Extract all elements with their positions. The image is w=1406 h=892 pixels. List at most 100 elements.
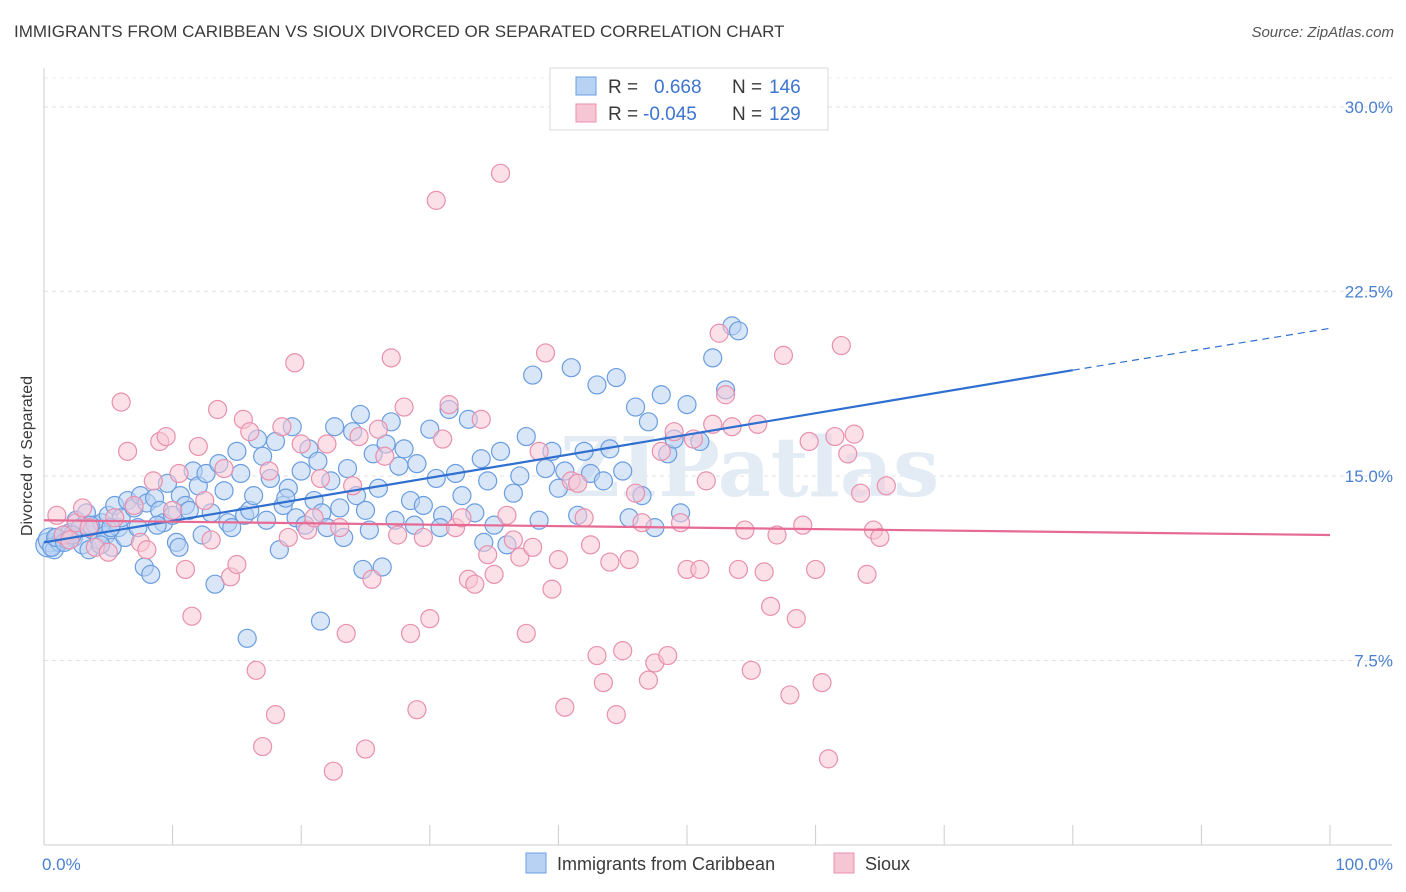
data-point bbox=[355, 500, 376, 520]
data-point bbox=[439, 395, 459, 415]
data-point bbox=[355, 739, 376, 759]
data-point bbox=[703, 348, 723, 368]
data-point bbox=[285, 353, 305, 373]
legend-n-label: N = bbox=[732, 77, 762, 98]
data-point bbox=[111, 392, 131, 412]
data-point bbox=[568, 473, 588, 493]
legend-r-value: -0.045 bbox=[643, 104, 697, 125]
trend-line bbox=[43, 369, 1073, 544]
data-point bbox=[838, 444, 858, 464]
data-point bbox=[715, 385, 736, 405]
data-point bbox=[291, 434, 311, 454]
data-point bbox=[362, 569, 382, 589]
data-point bbox=[465, 574, 485, 594]
data-point bbox=[780, 685, 800, 705]
legend-swatch-caribbean bbox=[575, 76, 597, 96]
data-point bbox=[169, 537, 189, 557]
data-point bbox=[728, 321, 749, 341]
data-point bbox=[542, 579, 562, 599]
chart-title: IMMIGRANTS FROM CARIBBEAN VS SIOUX DIVOR… bbox=[14, 22, 785, 41]
data-point bbox=[670, 513, 691, 533]
data-point bbox=[79, 518, 99, 538]
grid-lines bbox=[44, 77, 1392, 661]
y-tick-label: 7.5% bbox=[1354, 651, 1393, 670]
chart-source: Source: ZipAtlas.com bbox=[1251, 24, 1394, 41]
data-point bbox=[510, 466, 530, 486]
data-point bbox=[600, 552, 620, 572]
series-sioux bbox=[47, 163, 896, 781]
data-point bbox=[336, 623, 356, 644]
data-point bbox=[574, 508, 594, 528]
data-point bbox=[188, 436, 208, 457]
data-point bbox=[677, 395, 697, 415]
data-point bbox=[548, 550, 569, 570]
data-point bbox=[156, 426, 176, 447]
data-point bbox=[330, 518, 350, 538]
data-point bbox=[388, 525, 408, 545]
data-point bbox=[195, 490, 215, 511]
data-point bbox=[632, 513, 652, 533]
data-point bbox=[227, 554, 247, 575]
data-point bbox=[471, 449, 491, 469]
data-point bbox=[529, 510, 549, 530]
data-point bbox=[182, 606, 202, 626]
y-axis-label: Divorced or Separated bbox=[19, 376, 36, 536]
data-point bbox=[478, 471, 498, 491]
data-point bbox=[246, 660, 266, 680]
data-point bbox=[231, 463, 251, 484]
data-point bbox=[310, 611, 331, 631]
data-point bbox=[851, 483, 871, 503]
data-point bbox=[825, 426, 845, 447]
data-point bbox=[471, 409, 491, 429]
data-point bbox=[349, 426, 369, 447]
data-point bbox=[452, 508, 472, 528]
data-point bbox=[317, 434, 337, 454]
data-point bbox=[407, 454, 427, 474]
data-point bbox=[359, 520, 379, 540]
trend-line-extension bbox=[1072, 327, 1331, 371]
data-point bbox=[523, 365, 543, 385]
data-point bbox=[799, 431, 819, 452]
data-point bbox=[555, 697, 575, 717]
data-point bbox=[407, 700, 427, 720]
data-point bbox=[372, 557, 392, 577]
bottom-legend-swatch-sioux bbox=[833, 852, 855, 874]
data-point bbox=[741, 660, 761, 680]
data-point bbox=[805, 559, 826, 580]
data-point bbox=[490, 163, 511, 183]
data-point bbox=[375, 446, 395, 466]
data-point bbox=[696, 471, 716, 491]
data-point bbox=[651, 385, 671, 405]
data-point bbox=[651, 441, 671, 461]
data-point bbox=[278, 527, 298, 548]
data-point bbox=[658, 645, 678, 666]
data-point bbox=[256, 510, 277, 530]
data-point bbox=[523, 537, 543, 557]
data-point bbox=[237, 628, 257, 648]
data-point bbox=[169, 463, 189, 484]
trend-line bbox=[43, 519, 1331, 537]
data-point bbox=[613, 641, 633, 661]
data-point bbox=[503, 483, 523, 503]
data-point bbox=[767, 525, 787, 545]
data-point bbox=[244, 486, 264, 506]
bottom-legend-label-sioux: Sioux bbox=[865, 854, 910, 874]
data-point bbox=[381, 348, 401, 368]
data-point bbox=[625, 397, 646, 417]
data-point bbox=[240, 422, 260, 442]
data-point bbox=[812, 673, 832, 693]
data-point bbox=[420, 419, 440, 439]
data-point bbox=[484, 564, 504, 584]
data-point bbox=[709, 323, 729, 343]
data-point bbox=[433, 429, 453, 449]
bottom-legend: Immigrants from Caribbean Sioux bbox=[525, 852, 910, 874]
data-point bbox=[201, 530, 221, 550]
data-point bbox=[638, 412, 659, 432]
data-point bbox=[72, 498, 93, 518]
data-point bbox=[105, 508, 125, 528]
data-point bbox=[831, 335, 851, 356]
data-point bbox=[368, 419, 388, 439]
data-point bbox=[728, 559, 749, 580]
data-point bbox=[876, 476, 896, 496]
